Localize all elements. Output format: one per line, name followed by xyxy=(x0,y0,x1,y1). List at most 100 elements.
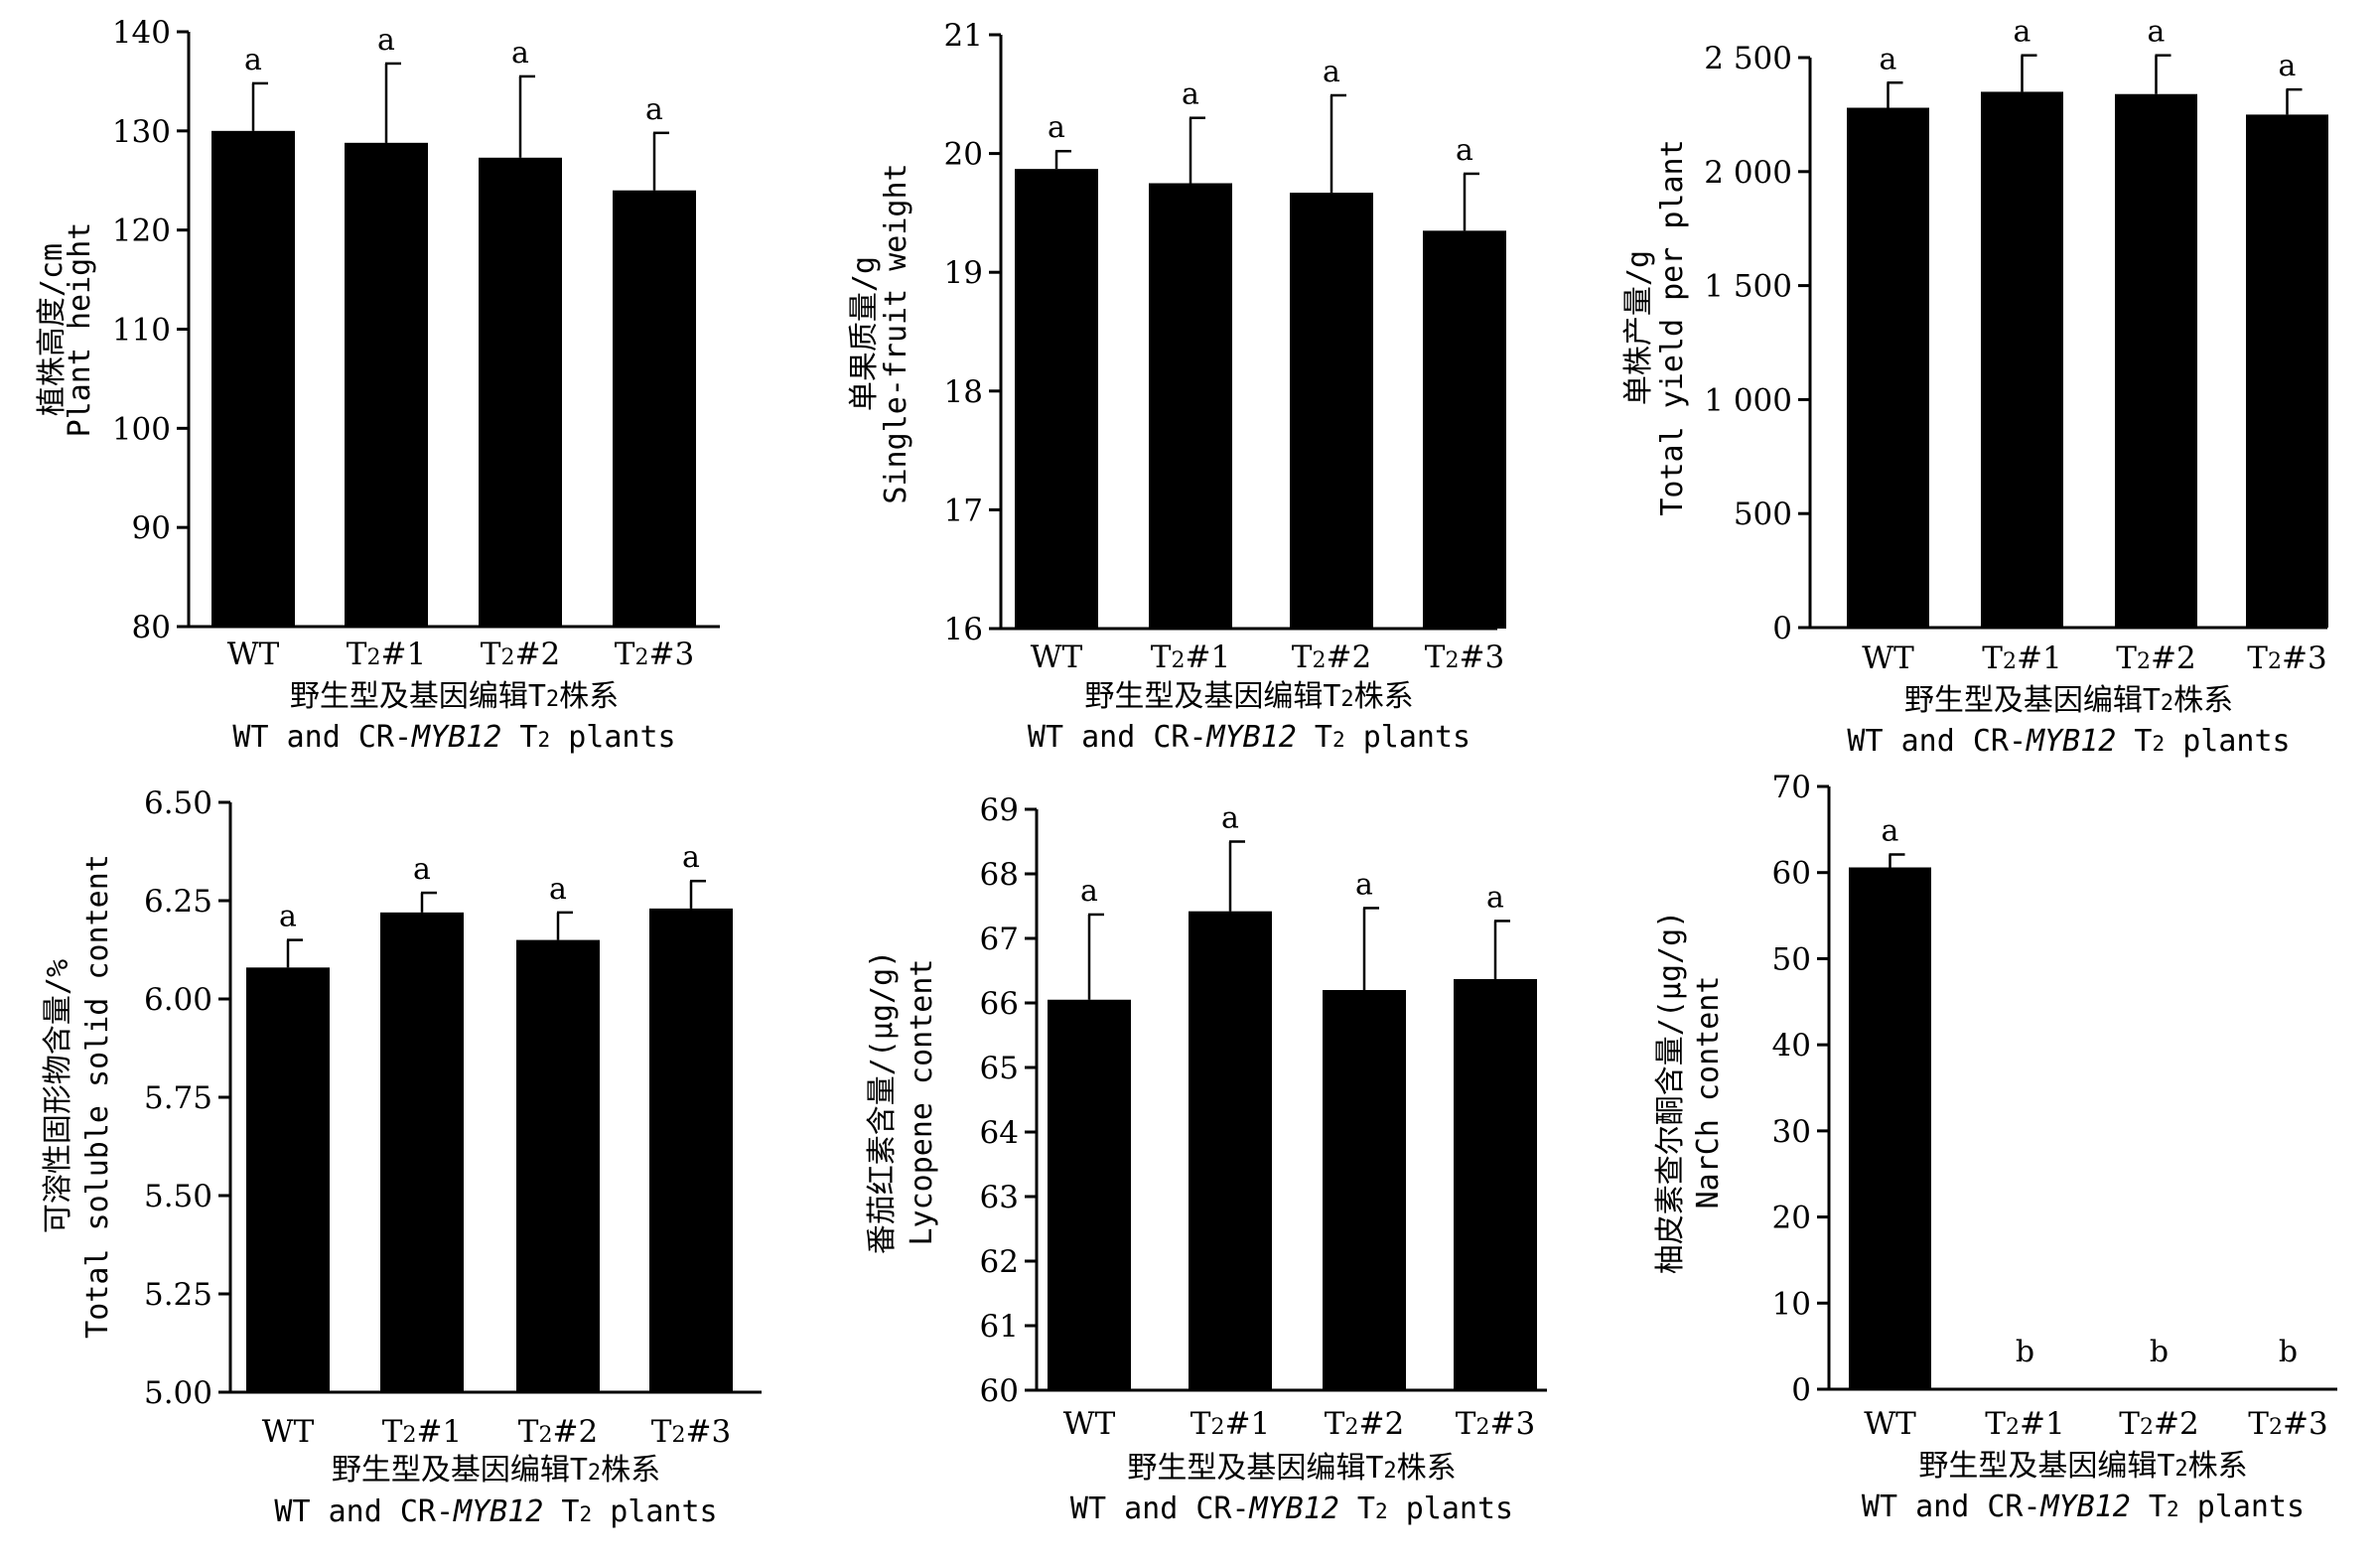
significance-letter: b xyxy=(2016,1335,2034,1369)
y-tick-label: 1 000 xyxy=(1704,382,1792,418)
y-tick-label: 69 xyxy=(980,792,1019,828)
x-tick-label: T2#2 xyxy=(518,1414,598,1450)
y-tick-label: 0 xyxy=(1791,1372,1811,1408)
significance-letter: a xyxy=(1323,55,1340,89)
significance-letter: a xyxy=(1355,867,1373,902)
significance-letter: b xyxy=(2150,1335,2169,1369)
x-axis-title-en: WT and CR-MYB12 T2 plants xyxy=(232,720,675,755)
y-tick-label: 80 xyxy=(132,610,171,645)
significance-letter: a xyxy=(682,840,700,875)
y-tick-label: 2 500 xyxy=(1704,41,1792,76)
y-axis-title-en: Lycopene content xyxy=(905,959,939,1246)
x-tick-label: WT xyxy=(227,637,280,672)
bar-WT xyxy=(246,967,330,1392)
significance-letter: a xyxy=(2148,15,2166,50)
y-tick-label: 5.50 xyxy=(144,1179,212,1214)
y-tick-label: 66 xyxy=(980,986,1019,1022)
y-tick-label: 17 xyxy=(944,493,983,528)
bar-T2#1 xyxy=(1149,183,1232,629)
y-tick-label: 21 xyxy=(944,18,983,54)
x-tick-label: T2#3 xyxy=(2248,1406,2327,1442)
y-axis-title-en: NarCh content xyxy=(1691,976,1726,1209)
y-tick-label: 20 xyxy=(944,137,983,173)
x-axis-title-en: WT and CR-MYB12 T2 plants xyxy=(1070,1491,1513,1526)
significance-letter: b xyxy=(2279,1335,2298,1369)
bar-T2#3 xyxy=(613,190,696,627)
x-tick-label: WT xyxy=(262,1414,315,1450)
significance-letter: a xyxy=(1221,801,1239,836)
significance-letter: a xyxy=(1080,874,1098,909)
y-tick-label: 40 xyxy=(1772,1028,1811,1064)
y-axis-title-en: Plant height xyxy=(63,222,97,438)
y-tick-label: 1 500 xyxy=(1704,269,1792,305)
significance-letter: a xyxy=(1182,77,1199,112)
bar-T2#3 xyxy=(1454,978,1537,1390)
bar-T2#2 xyxy=(1323,990,1406,1390)
x-axis-title-cn: 野生型及基因编辑T2株系 xyxy=(1127,1451,1456,1486)
y-axis-title-cn: 植株高度/cm xyxy=(35,243,70,416)
chart-panel-3: 0 500 1 000 1 500 2 000 2 500 a WT a T2#1 a T2#2 a T2… xyxy=(1621,15,2328,759)
y-tick-label: 30 xyxy=(1772,1114,1811,1150)
y-tick-label: 20 xyxy=(1772,1201,1811,1236)
y-tick-label: 64 xyxy=(980,1115,1019,1151)
x-tick-label: T2#2 xyxy=(2119,1406,2198,1442)
significance-letter: a xyxy=(377,23,395,58)
y-tick-label: 6.25 xyxy=(144,884,212,920)
y-axis-title-cn: 单株产量/g xyxy=(1621,250,1656,405)
y-tick-label: 2 000 xyxy=(1704,155,1792,191)
x-tick-label: WT xyxy=(1063,1406,1116,1442)
significance-letter: a xyxy=(645,92,663,127)
chart-panel-1: 80 90 100 110 120 130 140 a WT a T2#1 a T2#2 a T2#3 野生型… xyxy=(35,15,720,755)
y-tick-label: 10 xyxy=(1772,1286,1811,1322)
y-axis-title-cn: 单果质量/g xyxy=(847,256,882,411)
bar-T2#1 xyxy=(1189,911,1272,1390)
y-tick-label: 100 xyxy=(112,411,171,447)
x-tick-label: T2#3 xyxy=(651,1414,731,1450)
x-axis-title-en: WT and CR-MYB12 T2 plants xyxy=(1028,720,1470,755)
y-axis-title-en: Total soluble solid content xyxy=(80,854,115,1339)
significance-letter: a xyxy=(413,852,431,887)
significance-letter: a xyxy=(244,43,262,77)
x-tick-label: T2#1 xyxy=(1982,640,2061,676)
x-axis-title-en: WT and CR-MYB12 T2 plants xyxy=(1847,724,2290,759)
significance-letter: a xyxy=(1880,42,1897,76)
significance-letter: a xyxy=(511,36,529,71)
y-tick-label: 6.00 xyxy=(144,982,212,1018)
x-tick-label: T2#3 xyxy=(2247,640,2326,676)
x-axis-title-cn: 野生型及基因编辑T2株系 xyxy=(290,679,619,714)
bar-T2#2 xyxy=(2115,93,2197,628)
y-tick-label: 19 xyxy=(944,255,983,291)
bar-T2#3 xyxy=(2246,114,2328,628)
y-tick-label: 110 xyxy=(112,313,171,349)
x-tick-label: T2#2 xyxy=(1325,1406,1404,1442)
x-tick-label: T2#2 xyxy=(1292,639,1371,675)
bar-WT xyxy=(1849,867,1931,1389)
bar-T2#2 xyxy=(1290,193,1373,629)
significance-letter: a xyxy=(279,900,297,934)
x-tick-label: T2#2 xyxy=(481,637,560,672)
y-axis-title-cn: 番茄红素含量/(μg/g) xyxy=(865,950,900,1254)
y-tick-label: 62 xyxy=(980,1244,1019,1280)
y-axis-title-en: Single-fruit weight xyxy=(879,163,913,503)
y-tick-label: 61 xyxy=(980,1309,1019,1345)
x-tick-label: T2#1 xyxy=(382,1414,462,1450)
bar-T2#2 xyxy=(516,939,600,1392)
y-axis-title-cn: 可溶性固形物含量/% xyxy=(41,959,75,1233)
bar-WT xyxy=(211,130,295,628)
y-tick-label: 70 xyxy=(1772,770,1811,805)
x-tick-label: T2#1 xyxy=(1151,639,1230,675)
y-tick-label: 18 xyxy=(944,374,983,410)
chart-panel-5: 60 61 62 63 64 65 66 67 68 69 a WT a T2#1 a T2#2 a T2#3野生… xyxy=(865,792,1547,1526)
bar-T2#1 xyxy=(380,912,464,1392)
y-axis-title-en: Total yield per plant xyxy=(1655,139,1690,515)
x-axis-title-cn: 野生型及基因编辑T2株系 xyxy=(1904,683,2233,718)
x-tick-label: T2#1 xyxy=(347,637,426,672)
y-tick-label: 50 xyxy=(1772,941,1811,977)
x-tick-label: WT xyxy=(1862,640,1914,676)
y-tick-label: 6.50 xyxy=(144,785,212,821)
x-tick-label: WT xyxy=(1864,1406,1916,1442)
y-tick-label: 65 xyxy=(980,1051,1019,1086)
y-tick-label: 500 xyxy=(1734,497,1792,532)
y-tick-label: 140 xyxy=(112,15,171,51)
bar-T2#3 xyxy=(1423,230,1506,629)
